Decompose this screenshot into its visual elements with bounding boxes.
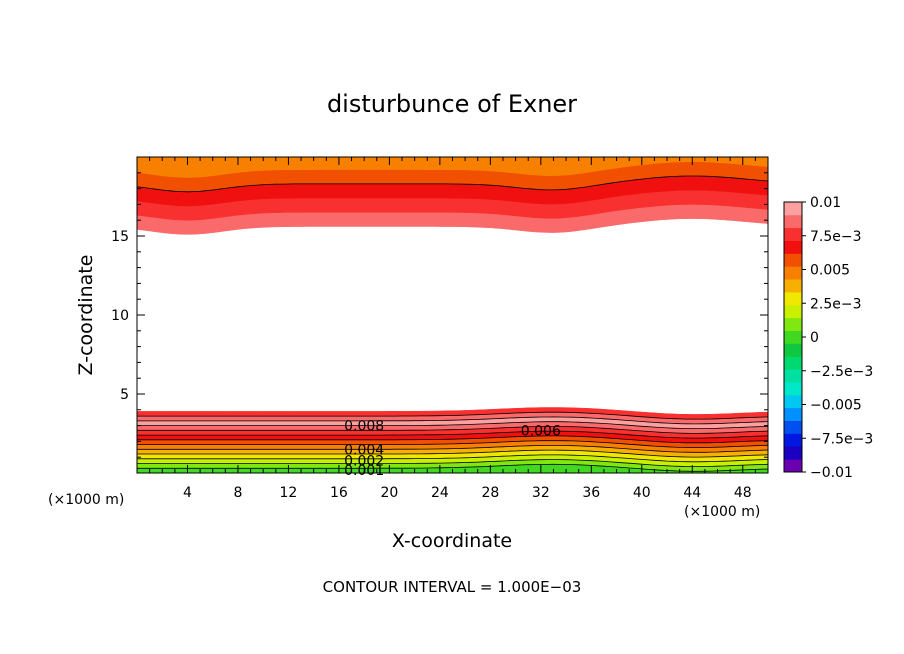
- contour-line: [137, 411, 769, 420]
- x-axis: 4 8 12 16 20 24 28 32 36 40 44 48: [149, 157, 756, 501]
- colorbar-swatch: [784, 266, 802, 280]
- contour-line: [137, 440, 769, 448]
- contour-line: [137, 445, 769, 453]
- contour-interval-label: CONTOUR INTERVAL = 1.000E−03: [323, 578, 582, 596]
- colorbar-tick-label: −0.01: [810, 465, 853, 481]
- chart-title: disturbunce of Exner: [327, 90, 577, 118]
- colorbar-swatch: [784, 227, 802, 241]
- colorbar: 0.01 7.5e−3 0.005 2.5e−3 0 −2.5e−3 −0.005 −7.5e…: [783, 195, 873, 481]
- colorbar-tick-label: 7.5e−3: [810, 229, 862, 245]
- contour-value-label: 0.006: [521, 423, 561, 439]
- contour-line: [137, 426, 769, 434]
- colorbar-swatch: [784, 343, 802, 357]
- x-tick-label: 16: [330, 485, 348, 501]
- colorbar-swatch: [784, 330, 802, 344]
- colorbar-swatch: [784, 202, 802, 216]
- colorbar-swatch: [784, 369, 802, 383]
- contour-line: [136, 175, 769, 193]
- colorbar-tick-label: −7.5e−3: [810, 431, 873, 447]
- x-tick-label: 40: [633, 485, 651, 501]
- colorbar-tick-label: −2.5e−3: [810, 364, 873, 380]
- y-tick-label: 15: [111, 229, 129, 245]
- colorbar-tick-label: 0: [810, 330, 819, 346]
- contour-line: [137, 416, 769, 425]
- contour-value-label: 0.002: [344, 453, 384, 469]
- x-tick-label: 32: [532, 485, 550, 501]
- contour-line: [137, 459, 769, 467]
- contour-lines: [136, 175, 769, 472]
- x-tick-label: 48: [734, 485, 752, 501]
- colorbar-swatch: [784, 420, 802, 434]
- colorbar-swatch: [784, 459, 802, 473]
- colorbar-swatch: [784, 382, 802, 396]
- contour-line: [137, 435, 769, 444]
- colorbar-tick-label: 0.01: [810, 195, 841, 211]
- x-axis-label: X-coordinate: [392, 530, 512, 552]
- colorbar-tick-label: 2.5e−3: [810, 296, 862, 312]
- x-unit-left-label: (×1000 m): [48, 492, 124, 508]
- y-axis-label: Z-coordinate: [75, 255, 97, 376]
- contour-line: [137, 430, 769, 439]
- contour-value-label: 0.008: [344, 419, 384, 435]
- x-tick-label: 28: [481, 485, 499, 501]
- colorbar-tick-label: −0.005: [810, 398, 862, 414]
- y-tick-label: 10: [111, 308, 129, 324]
- colorbar-swatch: [784, 356, 802, 370]
- x-tick-label: 8: [233, 485, 242, 501]
- contour-value-label: 0.004: [344, 442, 384, 458]
- colorbar-swatch: [784, 317, 802, 331]
- contour-line: [137, 449, 769, 458]
- contour-line: [137, 463, 769, 472]
- x-tick-label: 4: [183, 485, 192, 501]
- colorbar-swatch: [784, 292, 802, 306]
- x-tick-label: 24: [431, 485, 449, 501]
- x-tick-label: 12: [280, 485, 298, 501]
- contour-line: [137, 421, 769, 429]
- colorbar-swatch: [784, 279, 802, 293]
- colorbar-swatch: [784, 304, 802, 319]
- x-tick-label: 20: [380, 485, 398, 501]
- x-tick-label: 36: [582, 485, 600, 501]
- colorbar-swatch: [784, 433, 802, 447]
- y-axis: 5 10 15: [111, 172, 768, 458]
- x-unit-right-label: (×1000 m): [684, 504, 760, 520]
- contour-line: [137, 454, 769, 463]
- colorbar-swatch: [784, 446, 802, 460]
- colorbar-swatch: [784, 214, 802, 229]
- colorbar-swatch: [784, 240, 802, 254]
- colorbar-swatch: [784, 407, 802, 421]
- y-tick-label: 5: [120, 387, 129, 403]
- colorbar-swatch: [784, 394, 802, 409]
- plot-fills: [136, 156, 769, 474]
- colorbar-swatch: [784, 253, 802, 267]
- x-tick-label: 44: [683, 485, 701, 501]
- colorbar-tick-label: 0.005: [810, 263, 850, 279]
